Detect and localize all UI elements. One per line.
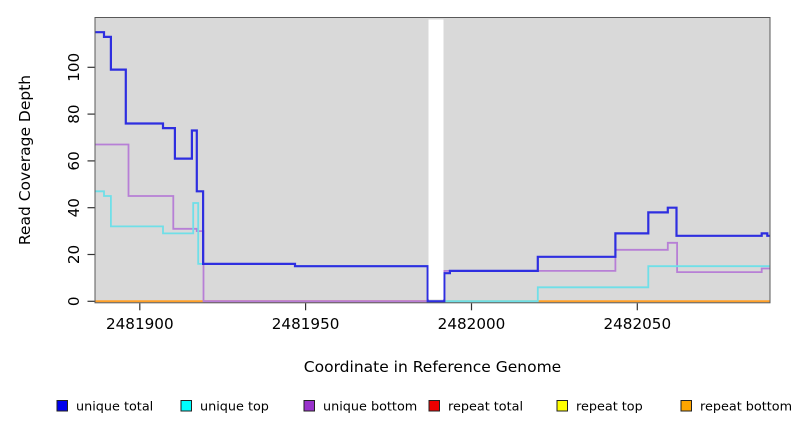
y-tick-label: 0 xyxy=(65,296,83,306)
legend-swatch-repeat-total xyxy=(428,400,440,412)
legend-swatch-repeat-bottom xyxy=(680,400,692,412)
legend-label-unique-bottom: unique bottom xyxy=(323,400,417,415)
series-line-unique-total xyxy=(95,31,770,303)
x-tick-label: 2482000 xyxy=(438,315,506,333)
legend-swatch-unique-total xyxy=(56,400,68,412)
legend-swatch-repeat-top xyxy=(556,400,568,412)
legend-label-unique-total: unique total xyxy=(76,400,153,415)
legend-label-unique-top: unique top xyxy=(200,400,269,415)
legend-label-repeat-bottom: repeat bottom xyxy=(700,400,792,415)
y-tick-label: 100 xyxy=(65,53,83,82)
plot-border xyxy=(94,17,771,304)
x-tick-label: 2481900 xyxy=(106,315,174,333)
x-tick-label: 2482050 xyxy=(603,315,671,333)
y-tick-label: 80 xyxy=(65,104,83,123)
legend-swatch-unique-top xyxy=(180,400,192,412)
legend-swatch-unique-bottom xyxy=(303,400,315,412)
x-axis: 2481900 2481950 2482000 2482050 xyxy=(106,303,671,333)
y-axis-title: Read Coverage Depth xyxy=(16,75,34,245)
x-tick-label: 2481950 xyxy=(272,315,340,333)
y-tick-label: 40 xyxy=(65,198,83,217)
legend-label-repeat-total: repeat total xyxy=(448,400,523,415)
y-axis: 0 20 40 60 80 100 xyxy=(65,53,95,306)
y-tick-label: 20 xyxy=(65,245,83,264)
legend-label-repeat-top: repeat top xyxy=(576,400,643,415)
x-axis-title: Coordinate in Reference Genome xyxy=(304,358,561,376)
series-line-unique-top xyxy=(95,190,770,303)
y-tick-label: 60 xyxy=(65,151,83,170)
series-lines xyxy=(95,31,770,303)
legend: unique total unique top unique bottom repea… xyxy=(56,400,792,415)
coverage-gap-band xyxy=(428,19,444,300)
